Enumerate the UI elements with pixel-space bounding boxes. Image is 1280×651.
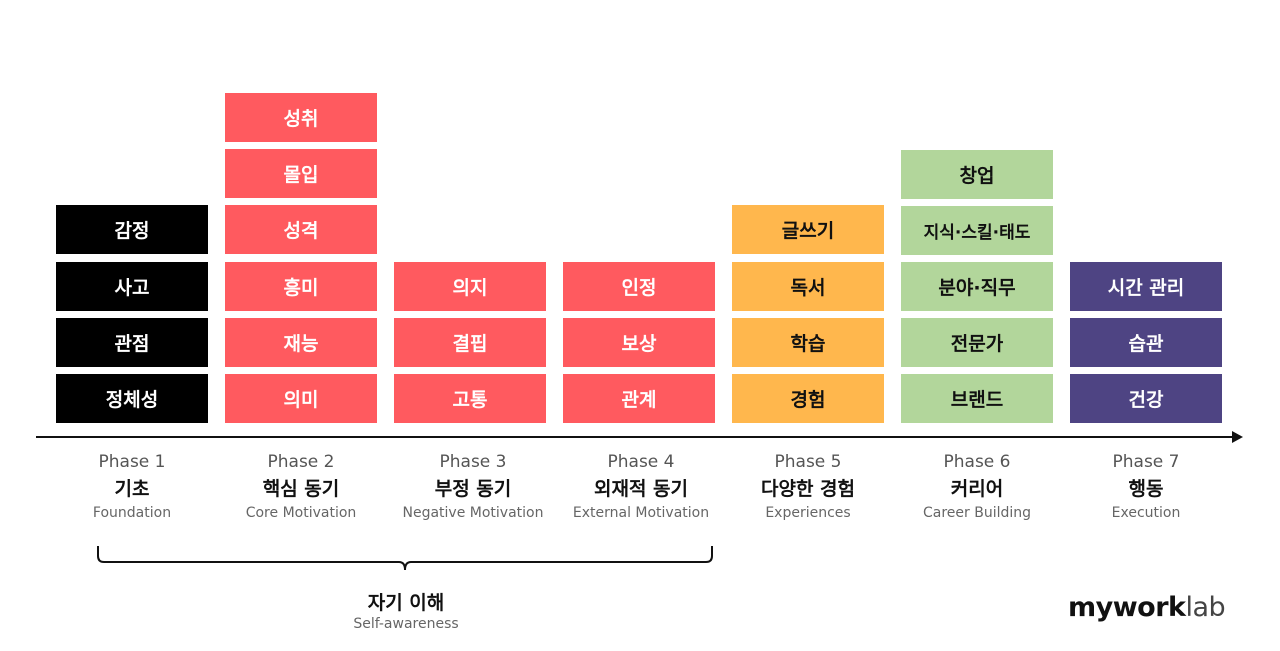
phase5-item-experience: 경험 <box>732 374 884 423</box>
phase1-item-perspective: 관점 <box>56 318 208 367</box>
phase5-caption: Phase 5 다양한 경험 Experiences <box>723 450 893 522</box>
logo-light-part: lab <box>1185 592 1226 623</box>
phase3-item-pain: 고통 <box>394 374 546 423</box>
phase6-title-en: Career Building <box>922 505 1032 521</box>
phase4-item-recognition: 인정 <box>563 262 715 311</box>
timeline-arrow-icon <box>1232 431 1243 443</box>
phase1-caption: Phase 1 기초 Foundation <box>47 450 217 522</box>
logo-bold-part: mywork <box>1068 592 1186 623</box>
phase3-label: Phase 3 <box>439 452 507 472</box>
phase4-item-reward: 보상 <box>563 318 715 367</box>
phase2-label: Phase 2 <box>267 452 335 472</box>
phase1-title-en: Foundation <box>92 505 172 521</box>
phase2-item-talent: 재능 <box>225 318 377 367</box>
phase2-item-flow: 몰입 <box>225 149 377 198</box>
phase4-title-en: External Motivation <box>572 505 710 521</box>
timeline-axis <box>36 436 1234 438</box>
phase6-title-ko: 커리어 <box>950 478 1004 500</box>
phase4-caption: Phase 4 외재적 동기 External Motivation <box>556 450 726 522</box>
phase6-caption: Phase 6 커리어 Career Building <box>892 450 1062 522</box>
phase3-title-ko: 부정 동기 <box>434 478 512 500</box>
phase5-title-ko: 다양한 경험 <box>760 478 855 500</box>
phase5-item-learning: 학습 <box>732 318 884 367</box>
phase4-title-ko: 외재적 동기 <box>593 478 688 500</box>
phase2-title-ko: 핵심 동기 <box>262 478 340 500</box>
phase7-item-health: 건강 <box>1070 374 1222 423</box>
phase2-title-en: Core Motivation <box>245 505 357 521</box>
phase7-item-time-management: 시간 관리 <box>1070 262 1222 311</box>
phase5-item-reading: 독서 <box>732 262 884 311</box>
phase3-item-will: 의지 <box>394 262 546 311</box>
group-title-en: Self-awareness <box>353 616 459 632</box>
phase7-caption: Phase 7 행동 Execution <box>1061 450 1231 522</box>
phase7-title-ko: 행동 <box>1128 478 1164 500</box>
phase7-title-en: Execution <box>1111 505 1181 521</box>
phase5-item-writing: 글쓰기 <box>732 205 884 254</box>
phase5-title-en: Experiences <box>765 505 851 521</box>
phase1-item-thinking: 사고 <box>56 262 208 311</box>
phase6-label: Phase 6 <box>943 452 1011 472</box>
phase5-label: Phase 5 <box>774 452 842 472</box>
phase7-item-habit: 습관 <box>1070 318 1222 367</box>
phase1-title-ko: 기초 <box>114 478 150 500</box>
phase1-label: Phase 1 <box>98 452 166 472</box>
phase6-item-brand: 브랜드 <box>901 374 1053 423</box>
phase3-caption: Phase 3 부정 동기 Negative Motivation <box>388 450 558 522</box>
group-brace <box>97 546 713 571</box>
phase6-item-field-job: 분야·직무 <box>901 262 1053 311</box>
phase4-label: Phase 4 <box>607 452 675 472</box>
phase4-item-relationship: 관계 <box>563 374 715 423</box>
phase6-item-expert: 전문가 <box>901 318 1053 367</box>
phase7-label: Phase 7 <box>1112 452 1180 472</box>
phase2-item-personality: 성격 <box>225 205 377 254</box>
phase2-item-meaning: 의미 <box>225 374 377 423</box>
phase6-item-startup: 창업 <box>901 150 1053 199</box>
group-title-ko: 자기 이해 <box>367 592 445 614</box>
phase2-item-interest: 흥미 <box>225 262 377 311</box>
phase2-caption: Phase 2 핵심 동기 Core Motivation <box>216 450 386 522</box>
phase1-item-identity: 정체성 <box>56 374 208 423</box>
phase1-item-emotion: 감정 <box>56 205 208 254</box>
phase3-item-deficiency: 결핍 <box>394 318 546 367</box>
phase3-title-en: Negative Motivation <box>402 505 544 521</box>
mywork-lab-logo: myworklab <box>1068 592 1226 623</box>
phase6-item-knowledge-skill-attitude: 지식·스킬·태도 <box>901 206 1053 255</box>
phase2-item-achievement: 성취 <box>225 93 377 142</box>
